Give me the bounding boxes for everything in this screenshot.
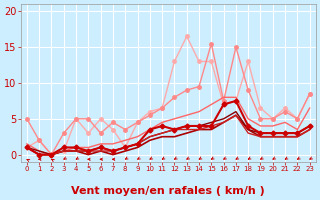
- X-axis label: Vent moyen/en rafales ( km/h ): Vent moyen/en rafales ( km/h ): [71, 186, 265, 196]
